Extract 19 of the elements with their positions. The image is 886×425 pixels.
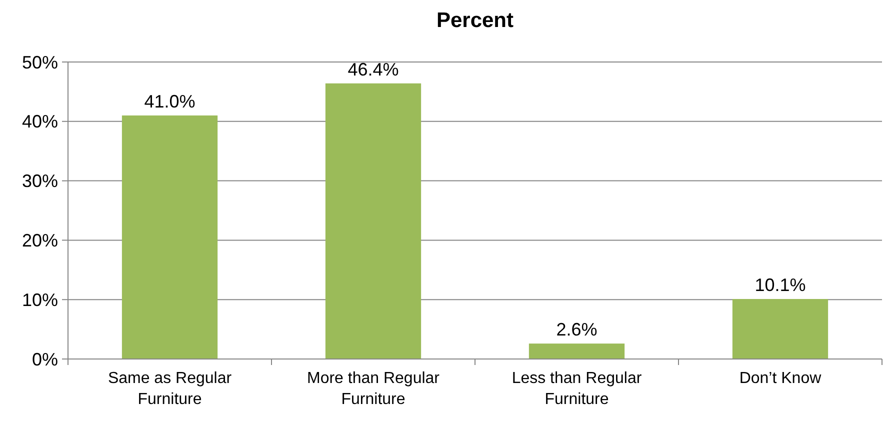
- y-tick-label: 10%: [22, 290, 58, 310]
- bar: [528, 344, 625, 359]
- bar: [732, 299, 828, 359]
- bar: [325, 83, 422, 359]
- x-tick-label: Don’t Know: [739, 370, 822, 387]
- y-tick-label: 20%: [22, 230, 58, 250]
- data-label: 10.1%: [754, 275, 806, 296]
- y-tick-label: 40%: [22, 112, 58, 132]
- y-tick-label: 0%: [32, 349, 58, 370]
- data-label: 46.4%: [348, 59, 399, 80]
- y-tick-label: 50%: [22, 52, 58, 72]
- data-label: 41.0%: [144, 91, 196, 112]
- x-tick-label: Less than Regular Furniture: [512, 370, 642, 408]
- chart-title: Percent: [436, 9, 514, 32]
- y-tick-label: 30%: [22, 171, 58, 192]
- x-tick-label: More than Regular Furniture: [306, 370, 440, 408]
- data-label: 2.6%: [556, 320, 598, 340]
- bar: [122, 115, 218, 359]
- x-tick-label: Same as Regular Furniture: [108, 370, 232, 408]
